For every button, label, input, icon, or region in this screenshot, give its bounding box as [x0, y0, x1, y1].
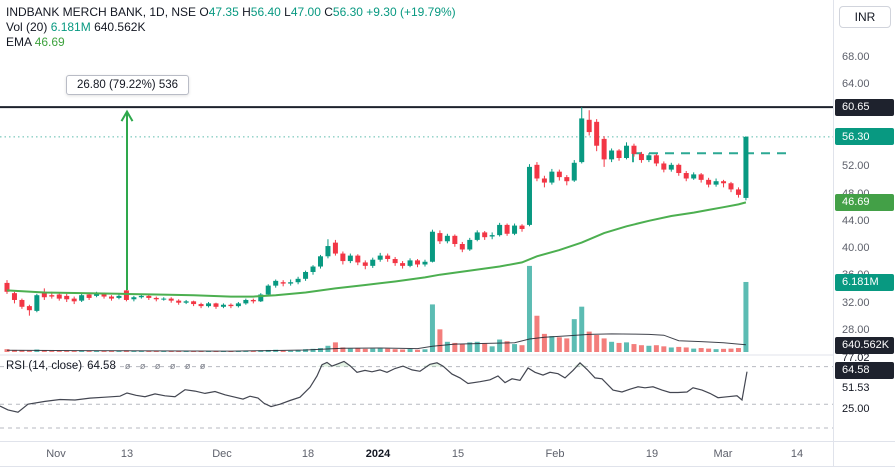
ema-value: 46.69 [34, 35, 65, 49]
chart-canvas[interactable] [0, 0, 833, 441]
ema-line [6, 201, 747, 298]
rsi-axis-label: 77.02 [842, 352, 870, 364]
ohlc-open-key: O [199, 5, 209, 19]
ohlc-low-key: L [284, 5, 291, 19]
rsi-action-icon[interactable]: ø [154, 360, 161, 371]
time-axis-label: 2024 [365, 448, 391, 460]
ohlc-close-key: C [324, 5, 333, 19]
measure-tool-label: 26.80 (79.22%) 536 [66, 75, 190, 95]
price-badge: 46.69 [835, 193, 894, 211]
symbol-title: INDBANK MERCH BANK, 1D, NSE [6, 5, 197, 19]
measure-arrow-head [120, 109, 134, 122]
ohlc-high-key: H [242, 5, 251, 19]
rsi-line [0, 360, 748, 413]
rsi-axis-label: 51.53 [842, 382, 870, 394]
time-axis-label: Mar [713, 448, 733, 460]
volume-label: Vol (20) [6, 20, 48, 34]
ohlc-low-value: 47.00 [290, 5, 321, 19]
volume-value: 6.181M [50, 20, 91, 34]
symbol-ohlc-row: INDBANK MERCH BANK, 1D, NSE O47.35 H56.4… [6, 5, 456, 20]
rsi-action-icon[interactable]: ø [199, 360, 206, 371]
currency-button[interactable]: INR [839, 6, 891, 28]
rsi-action-icon[interactable]: ø [184, 360, 191, 371]
rsi-action-icon[interactable]: ø [139, 360, 146, 371]
volume-ma-value: 640.562K [94, 20, 146, 34]
ema-row: EMA 46.69 [6, 35, 456, 50]
price-axis-label: 52.00 [842, 160, 870, 173]
time-axis[interactable]: Nov 13 Dec 18 2024 15 Feb 19 Mar 14 [0, 441, 895, 467]
time-axis-label: Nov [46, 448, 66, 460]
time-axis-label: 13 [120, 448, 134, 460]
rsi-indicator-label: RSI (14, close) [6, 360, 83, 372]
rsi-indicator-value: 64.58 [87, 360, 116, 372]
time-axis-label: 15 [451, 448, 465, 460]
volume-ma-line [6, 333, 746, 352]
rsi-action-icon[interactable]: ø [124, 360, 131, 371]
volume-layer [4, 265, 749, 352]
rsi-value-badge: 64.58 [835, 361, 894, 379]
rsi-axis-label: 25.00 [842, 403, 870, 415]
candles-layer [4, 107, 749, 316]
ema-label: EMA [6, 35, 32, 49]
volume-row: Vol (20) 6.181M 640.562K [6, 20, 456, 35]
time-axis-label: 19 [645, 448, 659, 460]
volume-badge: 640.562K [835, 336, 894, 354]
price-axis-label: 64.00 [842, 78, 870, 91]
price-badge: 60.65 [835, 98, 894, 116]
time-axis-label: 14 [790, 448, 804, 460]
price-axis-label: 28.00 [842, 324, 870, 336]
time-axis-label: 18 [301, 448, 315, 460]
price-axis-label: 32.00 [842, 296, 870, 309]
time-axis-label: Feb [545, 448, 565, 460]
rsi-action-icon[interactable]: ø [169, 360, 176, 371]
change-value: +9.30 (+19.79%) [366, 5, 456, 19]
price-badge: 56.30 [835, 128, 894, 146]
volume-badge: 6.181M [835, 273, 894, 291]
ohlc-close-value: 56.30 [332, 5, 363, 19]
ohlc-open-value: 47.35 [208, 5, 239, 19]
price-axis-label: 40.00 [842, 242, 870, 255]
price-axis[interactable]: INR 68.0064.0052.0048.0044.0040.0036.003… [833, 0, 895, 441]
chart-legend: INDBANK MERCH BANK, 1D, NSE O47.35 H56.4… [6, 5, 456, 50]
axis-corner-separator [833, 441, 834, 467]
price-axis-label: 68.00 [842, 51, 870, 63]
ohlc-high-value: 56.40 [250, 5, 281, 19]
price-axis-label: 44.00 [842, 214, 870, 227]
time-axis-label: Dec [212, 448, 232, 460]
